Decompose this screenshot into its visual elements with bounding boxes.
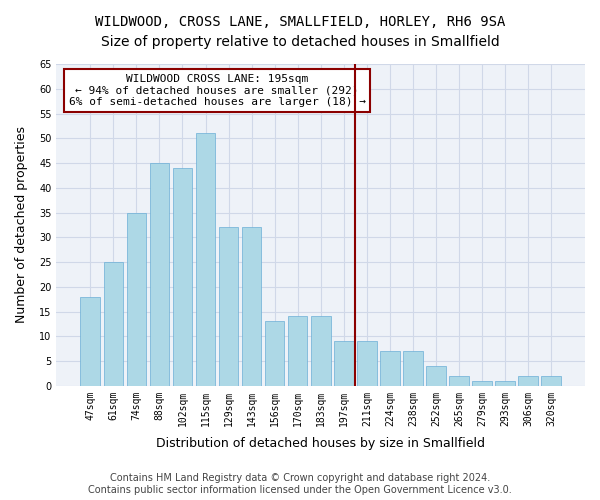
Text: WILDWOOD CROSS LANE: 195sqm
← 94% of detached houses are smaller (292)
6% of sem: WILDWOOD CROSS LANE: 195sqm ← 94% of det… bbox=[68, 74, 365, 107]
Bar bbox=[265, 322, 284, 386]
Bar bbox=[357, 341, 377, 386]
Bar bbox=[173, 168, 192, 386]
Bar bbox=[495, 381, 515, 386]
Bar bbox=[518, 376, 538, 386]
Bar bbox=[219, 228, 238, 386]
Y-axis label: Number of detached properties: Number of detached properties bbox=[15, 126, 28, 324]
X-axis label: Distribution of detached houses by size in Smallfield: Distribution of detached houses by size … bbox=[156, 437, 485, 450]
Bar bbox=[403, 351, 423, 386]
Text: WILDWOOD, CROSS LANE, SMALLFIELD, HORLEY, RH6 9SA: WILDWOOD, CROSS LANE, SMALLFIELD, HORLEY… bbox=[95, 15, 505, 29]
Bar bbox=[449, 376, 469, 386]
Bar bbox=[104, 262, 123, 386]
Bar bbox=[242, 228, 262, 386]
Bar bbox=[80, 296, 100, 386]
Bar bbox=[541, 376, 561, 386]
Bar bbox=[472, 381, 492, 386]
Bar bbox=[149, 163, 169, 386]
Bar bbox=[127, 212, 146, 386]
Bar bbox=[334, 341, 353, 386]
Bar bbox=[311, 316, 331, 386]
Bar bbox=[380, 351, 400, 386]
Bar bbox=[288, 316, 307, 386]
Bar bbox=[426, 366, 446, 386]
Text: Size of property relative to detached houses in Smallfield: Size of property relative to detached ho… bbox=[101, 35, 499, 49]
Text: Contains HM Land Registry data © Crown copyright and database right 2024.
Contai: Contains HM Land Registry data © Crown c… bbox=[88, 474, 512, 495]
Bar bbox=[196, 134, 215, 386]
